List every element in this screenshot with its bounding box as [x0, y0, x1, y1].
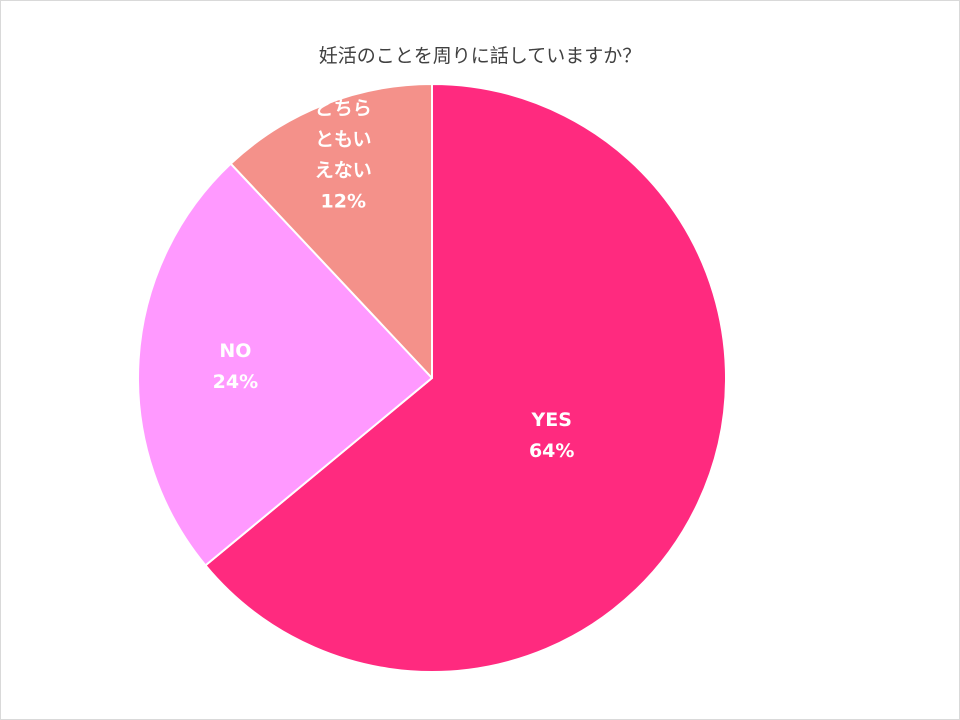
pie-slice-3	[229, 83, 433, 379]
slice-value-label: 12%	[321, 190, 366, 212]
chart-title: 妊活のことを周りに話していますか？	[318, 45, 642, 67]
pie-data-labels: YES 64% NO 24% どちらともいえない 12%	[213, 97, 575, 461]
pie-slices	[137, 83, 727, 673]
slice-value-label: 64%	[529, 440, 574, 462]
slice-category-label: ともい	[315, 128, 372, 150]
slice-category-label: どちら	[315, 97, 372, 119]
slice-category-label: YES	[530, 409, 571, 431]
pie-slice-1	[204, 83, 727, 673]
slice-data-label-3: どちらともいえない 12%	[315, 97, 372, 212]
slice-category-label: NO	[219, 340, 251, 362]
slice-category-label: えない	[315, 159, 372, 181]
slice-value-label: 24%	[213, 371, 258, 393]
slice-data-label-1: YES 64%	[529, 409, 574, 462]
slice-data-label-2: NO 24%	[213, 340, 258, 393]
pie-slice-2	[137, 162, 433, 567]
